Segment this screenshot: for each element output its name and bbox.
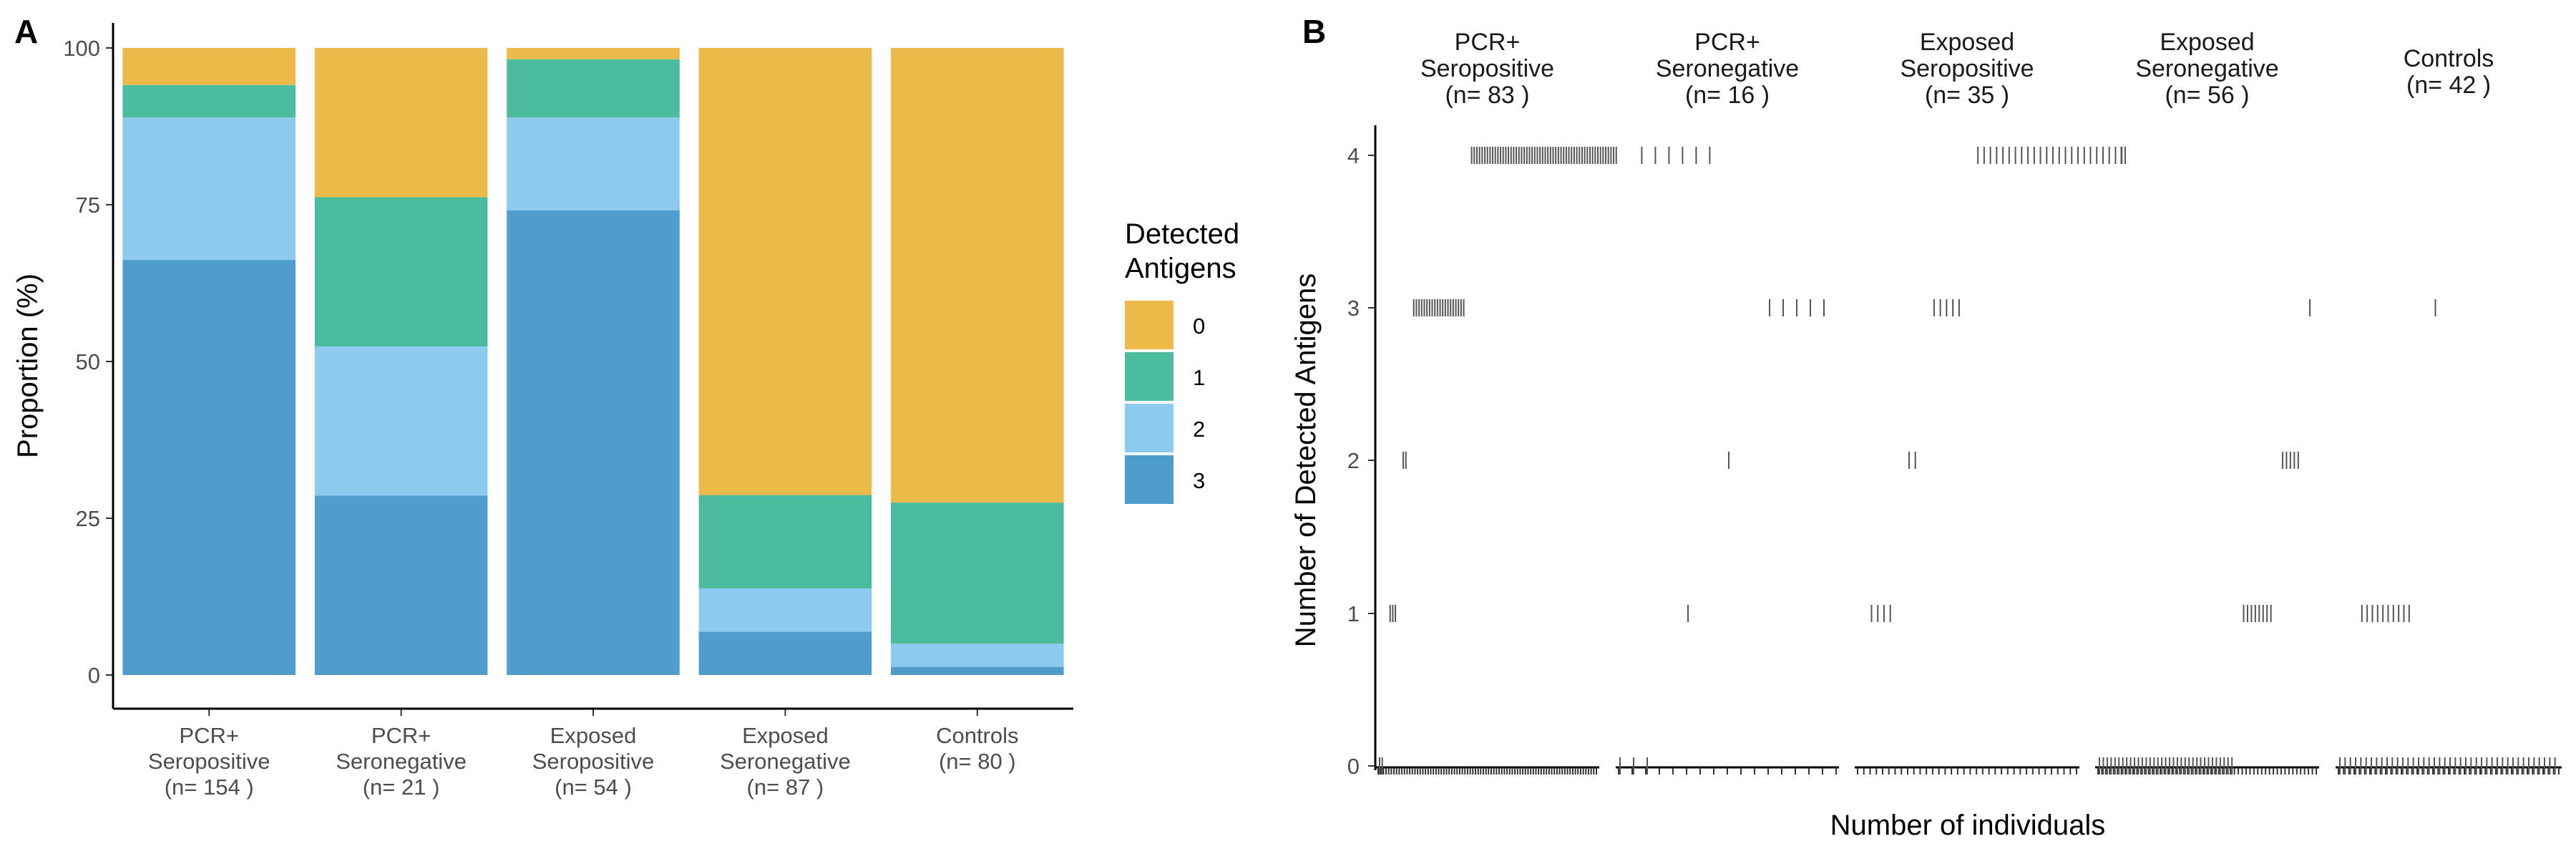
bar-segment-2 <box>314 346 488 496</box>
legend-label: 2 <box>1193 417 1205 442</box>
facet-strip-title: Controls (n= 42 ) <box>2404 45 2494 99</box>
x-tick-label-line: Controls <box>936 723 1018 748</box>
y-tick-label: 75 <box>76 193 100 218</box>
x-tick-label-line: (n= 87 ) <box>747 775 824 800</box>
x-tick-label: PCR+ Seropositive (n= 154 ) <box>148 723 270 800</box>
bar-segment-0 <box>122 48 296 85</box>
bar-segment-1 <box>507 59 680 118</box>
facet-strip-line: PCR+ <box>1694 29 1760 56</box>
x-tick-label-line: Seronegative <box>720 749 851 774</box>
facet-strip-title: Exposed Seropositive (n= 35 ) <box>1900 29 2034 109</box>
y-axis-title: Number of Detected Antigens <box>1290 273 1322 648</box>
bar-segment-2 <box>122 117 296 261</box>
bar-segment-2 <box>698 588 872 632</box>
facet-strip-line: (n= 56 ) <box>2165 82 2249 109</box>
facet-strip-title: Exposed Seronegative (n= 56 ) <box>2135 29 2278 109</box>
y-axis-title: Proportion (%) <box>12 273 44 458</box>
bar-segment-3 <box>122 260 296 675</box>
bar-segment-2 <box>891 644 1064 667</box>
y-tick-label: 2 <box>1347 448 1360 473</box>
x-tick-label-line: PCR+ <box>371 723 431 748</box>
facet-strip-line: Exposed <box>1920 29 2014 56</box>
legend-swatch-0 <box>1125 301 1174 349</box>
x-tick-label-line: Seropositive <box>148 749 270 774</box>
x-tick-label: PCR+ Seronegative (n= 21 ) <box>336 723 467 800</box>
facet-strip-line: Seropositive <box>1420 55 1554 82</box>
bar-segment-2 <box>507 117 680 210</box>
y-tick-label: 0 <box>88 663 100 688</box>
bar-segment-1 <box>314 197 488 346</box>
x-tick-label: Exposed Seronegative (n= 87 ) <box>720 723 851 800</box>
facet-strip-title: PCR+ Seropositive (n= 83 ) <box>1420 29 1554 109</box>
facet-strip-line: (n= 16 ) <box>1685 82 1770 109</box>
x-tick-label: Controls (n= 80 ) <box>936 723 1018 774</box>
facet-strip-line: Seropositive <box>1900 55 2034 82</box>
legend-swatch-1 <box>1125 352 1174 401</box>
bar-segment-0 <box>507 48 680 59</box>
bar-segment-3 <box>314 495 488 675</box>
y-tick-label: 0 <box>1347 754 1360 779</box>
panel-label-a: A <box>14 13 38 50</box>
x-tick-label: Exposed Seropositive (n= 54 ) <box>532 723 655 800</box>
legend-label: 0 <box>1193 314 1205 339</box>
facet-strip-title: PCR+ Seronegative (n= 16 ) <box>1656 29 1799 109</box>
facet-strip-line: (n= 83 ) <box>1445 82 1529 109</box>
facet-strip-line: Seronegative <box>2135 55 2278 82</box>
bar-segment-1 <box>698 495 872 589</box>
facet-strip-line: PCR+ <box>1455 29 1521 56</box>
x-axis-title: Number of individuals <box>1830 810 2106 841</box>
y-tick-label: 50 <box>76 349 100 374</box>
facet-strip-line: Seronegative <box>1656 55 1799 82</box>
legend-title: Detected <box>1125 218 1239 250</box>
y-tick-label: 100 <box>63 36 100 61</box>
facet-strip-line: (n= 42 ) <box>2406 72 2491 99</box>
facet-strip-line: (n= 35 ) <box>1925 82 2009 109</box>
x-tick-label-line: Seropositive <box>532 749 655 774</box>
bar-segment-1 <box>122 84 296 118</box>
bar-segment-1 <box>891 503 1064 644</box>
legend-title: Antigens <box>1125 253 1236 284</box>
y-tick-label: 3 <box>1347 296 1360 321</box>
bar-segment-0 <box>314 48 488 198</box>
legend-swatch-3 <box>1125 455 1174 504</box>
bar-segment-3 <box>507 210 680 675</box>
x-tick-label-line: (n= 154 ) <box>165 775 254 800</box>
y-tick-label: 25 <box>76 506 100 531</box>
y-tick-label: 4 <box>1347 143 1360 168</box>
x-tick-label-line: Exposed <box>742 723 829 748</box>
bar-segment-3 <box>698 631 872 675</box>
x-tick-label-line: Seronegative <box>336 749 467 774</box>
legend-label: 1 <box>1193 365 1205 390</box>
bar-segment-0 <box>698 48 872 495</box>
panel-label-b: B <box>1302 13 1326 50</box>
x-tick-label-line: PCR+ <box>179 723 239 748</box>
x-tick-label-line: Exposed <box>550 723 637 748</box>
facet-strip-line: Exposed <box>2160 29 2254 56</box>
legend-swatch-2 <box>1125 404 1174 452</box>
bar-segment-3 <box>891 666 1064 675</box>
legend-label: 3 <box>1193 468 1205 493</box>
y-tick-label: 1 <box>1347 601 1360 626</box>
facet-strip-line: Controls <box>2404 45 2494 72</box>
x-tick-label-line: (n= 21 ) <box>363 775 440 800</box>
x-tick-label-line: (n= 54 ) <box>555 775 632 800</box>
bar-segment-0 <box>891 48 1064 503</box>
x-tick-label-line: (n= 80 ) <box>939 749 1016 774</box>
